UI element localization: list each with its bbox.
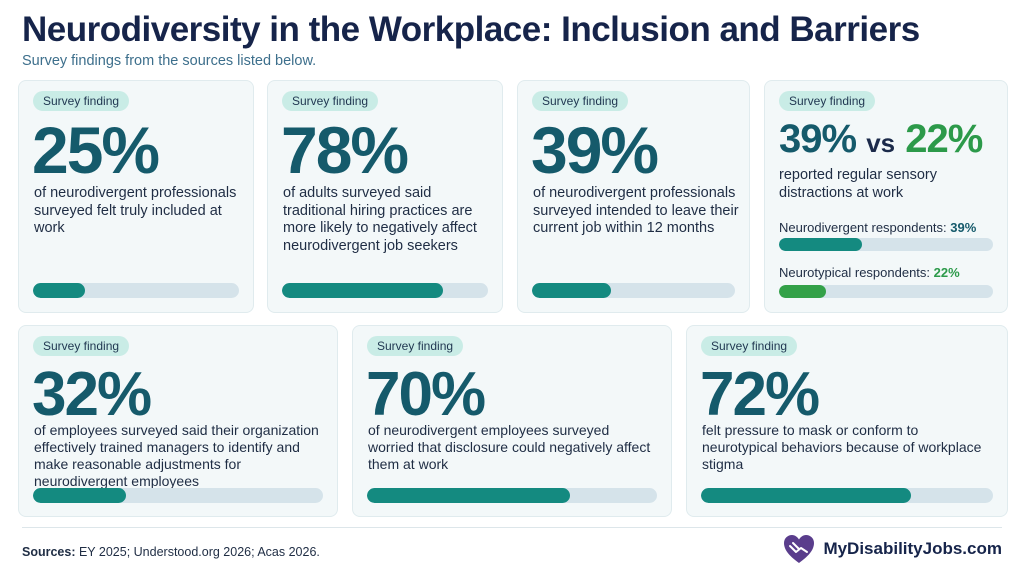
stat-description: reported regular sensory distractions at… (779, 167, 937, 201)
neurotypical-label-text: Neurotypical respondents: (779, 265, 934, 280)
survey-finding-badge: Survey finding (33, 91, 130, 111)
survey-finding-badge: Survey finding (779, 91, 876, 111)
sources-citation: Sources: EY 2025; Understood.org 2026; A… (22, 545, 320, 559)
progress-bar (33, 488, 323, 503)
neurodivergent-label: Neurodivergent respondents: 39% (779, 220, 976, 235)
survey-finding-badge: Survey finding (701, 336, 798, 356)
stat-description: felt pressure to mask or conform to neur… (702, 422, 982, 472)
stat-description: of employees surveyed said their organiz… (34, 422, 319, 489)
progress-fill (33, 283, 85, 298)
stat-value: 39% (531, 113, 659, 187)
survey-finding-badge: Survey finding (33, 336, 130, 356)
progress-fill (282, 283, 443, 298)
page-title: Neurodiversity in the Workplace: Inclusi… (22, 10, 920, 49)
stat-value: 72% (700, 360, 820, 429)
progress-bar (367, 488, 657, 503)
stat-card-inclusion: Survey finding 25% of neurodivergent pro… (18, 80, 254, 313)
brand-name: MyDisabilityJobs.com (823, 539, 1002, 558)
stat-card-masking: Survey finding 72% felt pressure to mask… (686, 325, 1008, 517)
brand-logo: MyDisabilityJobs.com (781, 532, 1002, 566)
stat-description: of neurodivergent professionals surveyed… (34, 185, 237, 236)
stat-card-disclosure: Survey finding 70% of neurodivergent emp… (352, 325, 672, 517)
stat-card-manager-training: Survey finding 32% of employees surveyed… (18, 325, 338, 517)
comparison-stat: 39% vs 22% (779, 117, 983, 161)
stat-value: 78% (281, 113, 409, 187)
progress-fill (33, 488, 126, 503)
progress-bar (33, 283, 239, 298)
neurotypical-pct: 22% (933, 265, 960, 280)
page-subtitle: Survey findings from the sources listed … (22, 53, 317, 69)
survey-finding-badge: Survey finding (282, 91, 379, 111)
stat-card-retention: Survey finding 39% of neurodivergent pro… (517, 80, 750, 313)
footer-divider (22, 527, 1002, 528)
heart-hands-icon (784, 535, 815, 563)
stat-value: 32% (32, 360, 152, 429)
stat-value-neurotypical: 22% (905, 117, 983, 161)
neurodivergent-bar (779, 238, 993, 251)
stat-description: of adults surveyed said traditional hiri… (283, 185, 477, 254)
progress-fill (532, 283, 612, 298)
sources-label: Sources: (22, 545, 76, 559)
stat-value-neurodivergent: 39% (779, 117, 857, 161)
neurodivergent-label-text: Neurodivergent respondents: (779, 220, 951, 235)
stat-value: 70% (366, 360, 486, 429)
versus-label: vs (866, 128, 896, 158)
neurotypical-bar (779, 285, 993, 298)
neurotypical-label: Neurotypical respondents: 22% (779, 265, 960, 280)
neurodivergent-pct: 39% (950, 220, 977, 235)
neurodivergent-bar-fill (779, 238, 863, 251)
stat-card-sensory-comparison: Survey finding 39% vs 22% reported regul… (764, 80, 1008, 313)
progress-fill (367, 488, 570, 503)
progress-bar (282, 283, 488, 298)
stat-card-hiring: Survey finding 78% of adults surveyed sa… (267, 80, 503, 313)
stat-description: of neurodivergent professionals surveyed… (533, 185, 739, 236)
progress-fill (701, 488, 912, 503)
neurotypical-bar-fill (779, 285, 827, 298)
survey-finding-badge: Survey finding (367, 336, 464, 356)
progress-bar (532, 283, 735, 298)
stat-value: 25% (32, 113, 160, 187)
survey-finding-badge: Survey finding (532, 91, 629, 111)
stat-description: of neurodivergent employees surveyed wor… (368, 422, 651, 472)
sources-text: EY 2025; Understood.org 2026; Acas 2026. (75, 545, 320, 559)
progress-bar (701, 488, 993, 503)
